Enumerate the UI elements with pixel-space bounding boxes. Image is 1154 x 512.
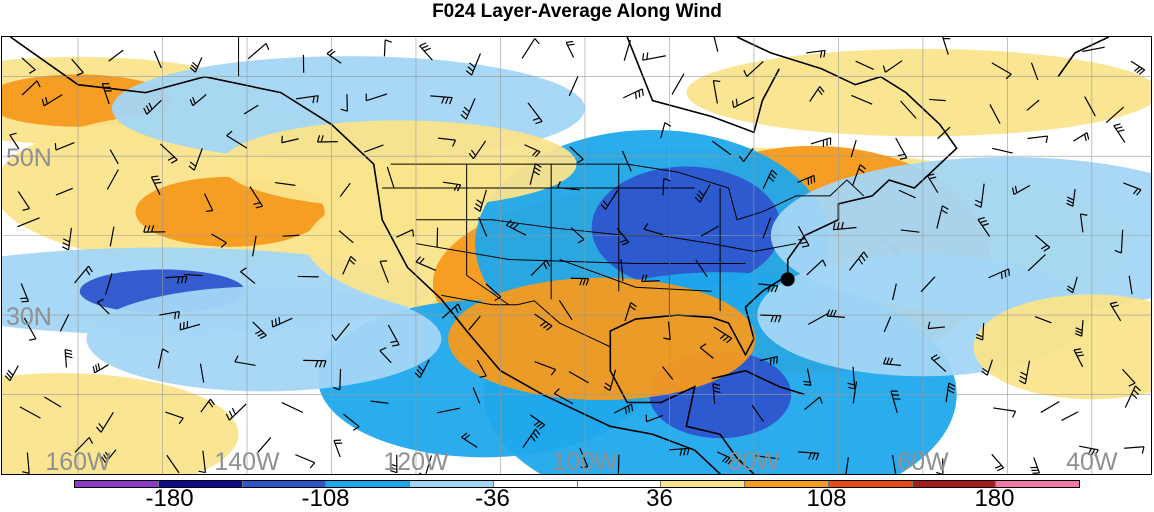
colorbar-tick-label: 180 — [974, 487, 1014, 511]
wind-barb — [713, 37, 718, 52]
wind-barb — [522, 39, 539, 59]
wind-barb — [65, 350, 72, 368]
wind-barb — [1073, 133, 1088, 141]
wind-barb — [1041, 401, 1060, 412]
latitude-label: 50N — [6, 144, 52, 172]
colorbar-swatch — [661, 481, 745, 487]
colorbar — [74, 480, 1080, 488]
longitude-label: 40W — [1066, 448, 1118, 474]
wind-barb — [1062, 412, 1079, 421]
wind-barb — [624, 40, 630, 61]
map-title: F024 Layer-Average Along Wind — [0, 0, 1154, 30]
anomaly-area — [592, 167, 781, 289]
longitude-label: 160W — [45, 448, 111, 474]
wind-barb — [282, 403, 303, 413]
wind-barb — [1114, 124, 1125, 143]
wind-barb — [623, 89, 643, 99]
wind-barb — [992, 454, 1004, 470]
wind-barb — [643, 52, 666, 60]
colorbar-tick-label: -36 — [475, 487, 510, 511]
wind-barb — [993, 408, 1015, 418]
colorbar-tick-label: -180 — [146, 487, 194, 511]
wind-barb — [295, 455, 314, 468]
longitude-label: 100W — [552, 448, 618, 474]
wind-barb — [618, 455, 619, 474]
anomaly-area — [86, 286, 441, 391]
wind-barb — [1028, 136, 1048, 143]
wind-barb — [248, 43, 269, 58]
wind-barb — [992, 148, 1013, 153]
wind-barb — [1131, 61, 1145, 74]
anomaly-area — [2, 373, 239, 474]
wind-barb — [93, 363, 108, 373]
longitude-label: 140W — [214, 448, 280, 474]
longitude-label: 120W — [383, 448, 449, 474]
anomaly-area — [448, 278, 756, 400]
wind-barb — [566, 41, 574, 57]
colorbar-tick-label: -108 — [301, 487, 349, 511]
wind-barb — [420, 43, 433, 60]
latitude-label: 30N — [6, 303, 52, 331]
colorbar-tick-label: 36 — [646, 487, 673, 511]
map-canvas: 50N 30N 160W 140W 120W 100W 80W 60W 40W — [2, 37, 1151, 474]
wind-barb — [384, 40, 391, 57]
wind-barb — [811, 138, 831, 147]
colorbar-tick-label: 108 — [806, 487, 846, 511]
longitude-label: 80W — [728, 448, 780, 474]
wind-barb — [1030, 457, 1039, 473]
wind-barb — [334, 440, 342, 457]
weather-map: 50N 30N 160W 140W 120W 100W 80W 60W 40W — [1, 36, 1152, 475]
location-marker — [781, 272, 795, 286]
longitude-label: 60W — [897, 448, 949, 474]
wind-barb — [1124, 447, 1144, 454]
